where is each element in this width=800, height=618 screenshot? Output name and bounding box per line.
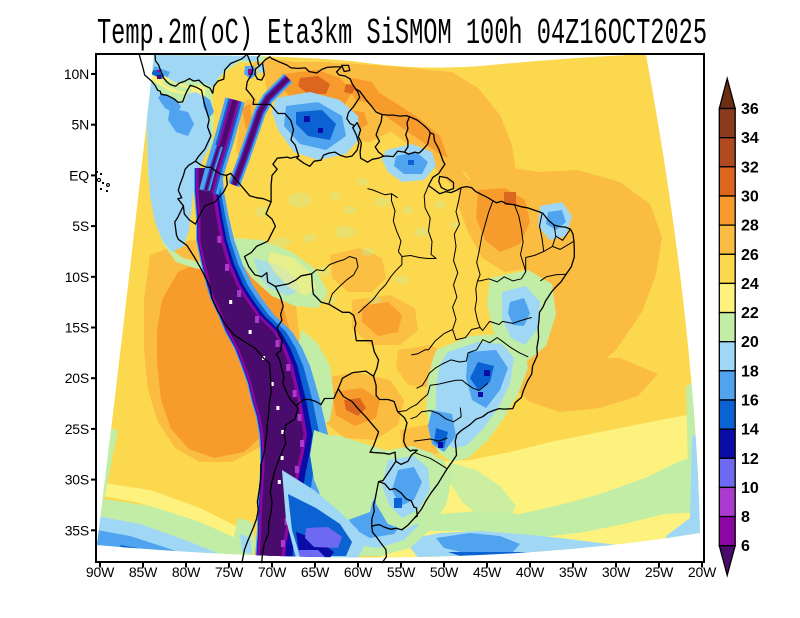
svg-text:25W: 25W	[645, 564, 674, 580]
svg-text:22: 22	[741, 305, 759, 322]
svg-text:EQ: EQ	[69, 167, 89, 183]
svg-text:85W: 85W	[129, 564, 158, 580]
svg-text:20: 20	[741, 334, 759, 351]
svg-text:50W: 50W	[430, 564, 459, 580]
svg-text:5S: 5S	[72, 218, 89, 234]
svg-text:30: 30	[741, 188, 759, 205]
svg-text:30W: 30W	[602, 564, 631, 580]
svg-text:55W: 55W	[387, 564, 416, 580]
svg-text:24: 24	[741, 276, 759, 293]
svg-text:6: 6	[741, 538, 750, 555]
svg-text:45W: 45W	[473, 564, 502, 580]
svg-text:70W: 70W	[258, 564, 287, 580]
svg-text:26: 26	[741, 247, 759, 264]
svg-text:80W: 80W	[172, 564, 201, 580]
svg-text:15S: 15S	[65, 320, 89, 336]
svg-text:8: 8	[741, 509, 750, 526]
svg-text:65W: 65W	[301, 564, 330, 580]
svg-text:16: 16	[741, 393, 759, 410]
svg-text:75W: 75W	[215, 564, 244, 580]
svg-text:18: 18	[741, 363, 759, 380]
svg-text:35S: 35S	[65, 522, 89, 538]
svg-text:20W: 20W	[688, 564, 717, 580]
svg-text:36: 36	[741, 101, 759, 118]
svg-text:20S: 20S	[65, 370, 89, 386]
svg-text:32: 32	[741, 159, 759, 176]
svg-text:5N: 5N	[72, 117, 90, 133]
svg-text:10: 10	[741, 480, 759, 497]
svg-text:30S: 30S	[65, 472, 89, 488]
svg-text:34: 34	[741, 130, 759, 147]
svg-text:12: 12	[741, 451, 759, 468]
svg-text:35W: 35W	[559, 564, 588, 580]
svg-text:90W: 90W	[86, 564, 115, 580]
svg-text:28: 28	[741, 218, 759, 235]
svg-text:14: 14	[741, 422, 759, 439]
svg-text:10S: 10S	[65, 269, 89, 285]
svg-text:25S: 25S	[65, 421, 89, 437]
svg-text:60W: 60W	[344, 564, 373, 580]
svg-text:Temp.2m(oC) Eta3km SiSMOM 100h: Temp.2m(oC) Eta3km SiSMOM 100h 04Z16OCT2…	[97, 13, 707, 54]
svg-text:10N: 10N	[64, 66, 89, 82]
svg-text:40W: 40W	[516, 564, 545, 580]
